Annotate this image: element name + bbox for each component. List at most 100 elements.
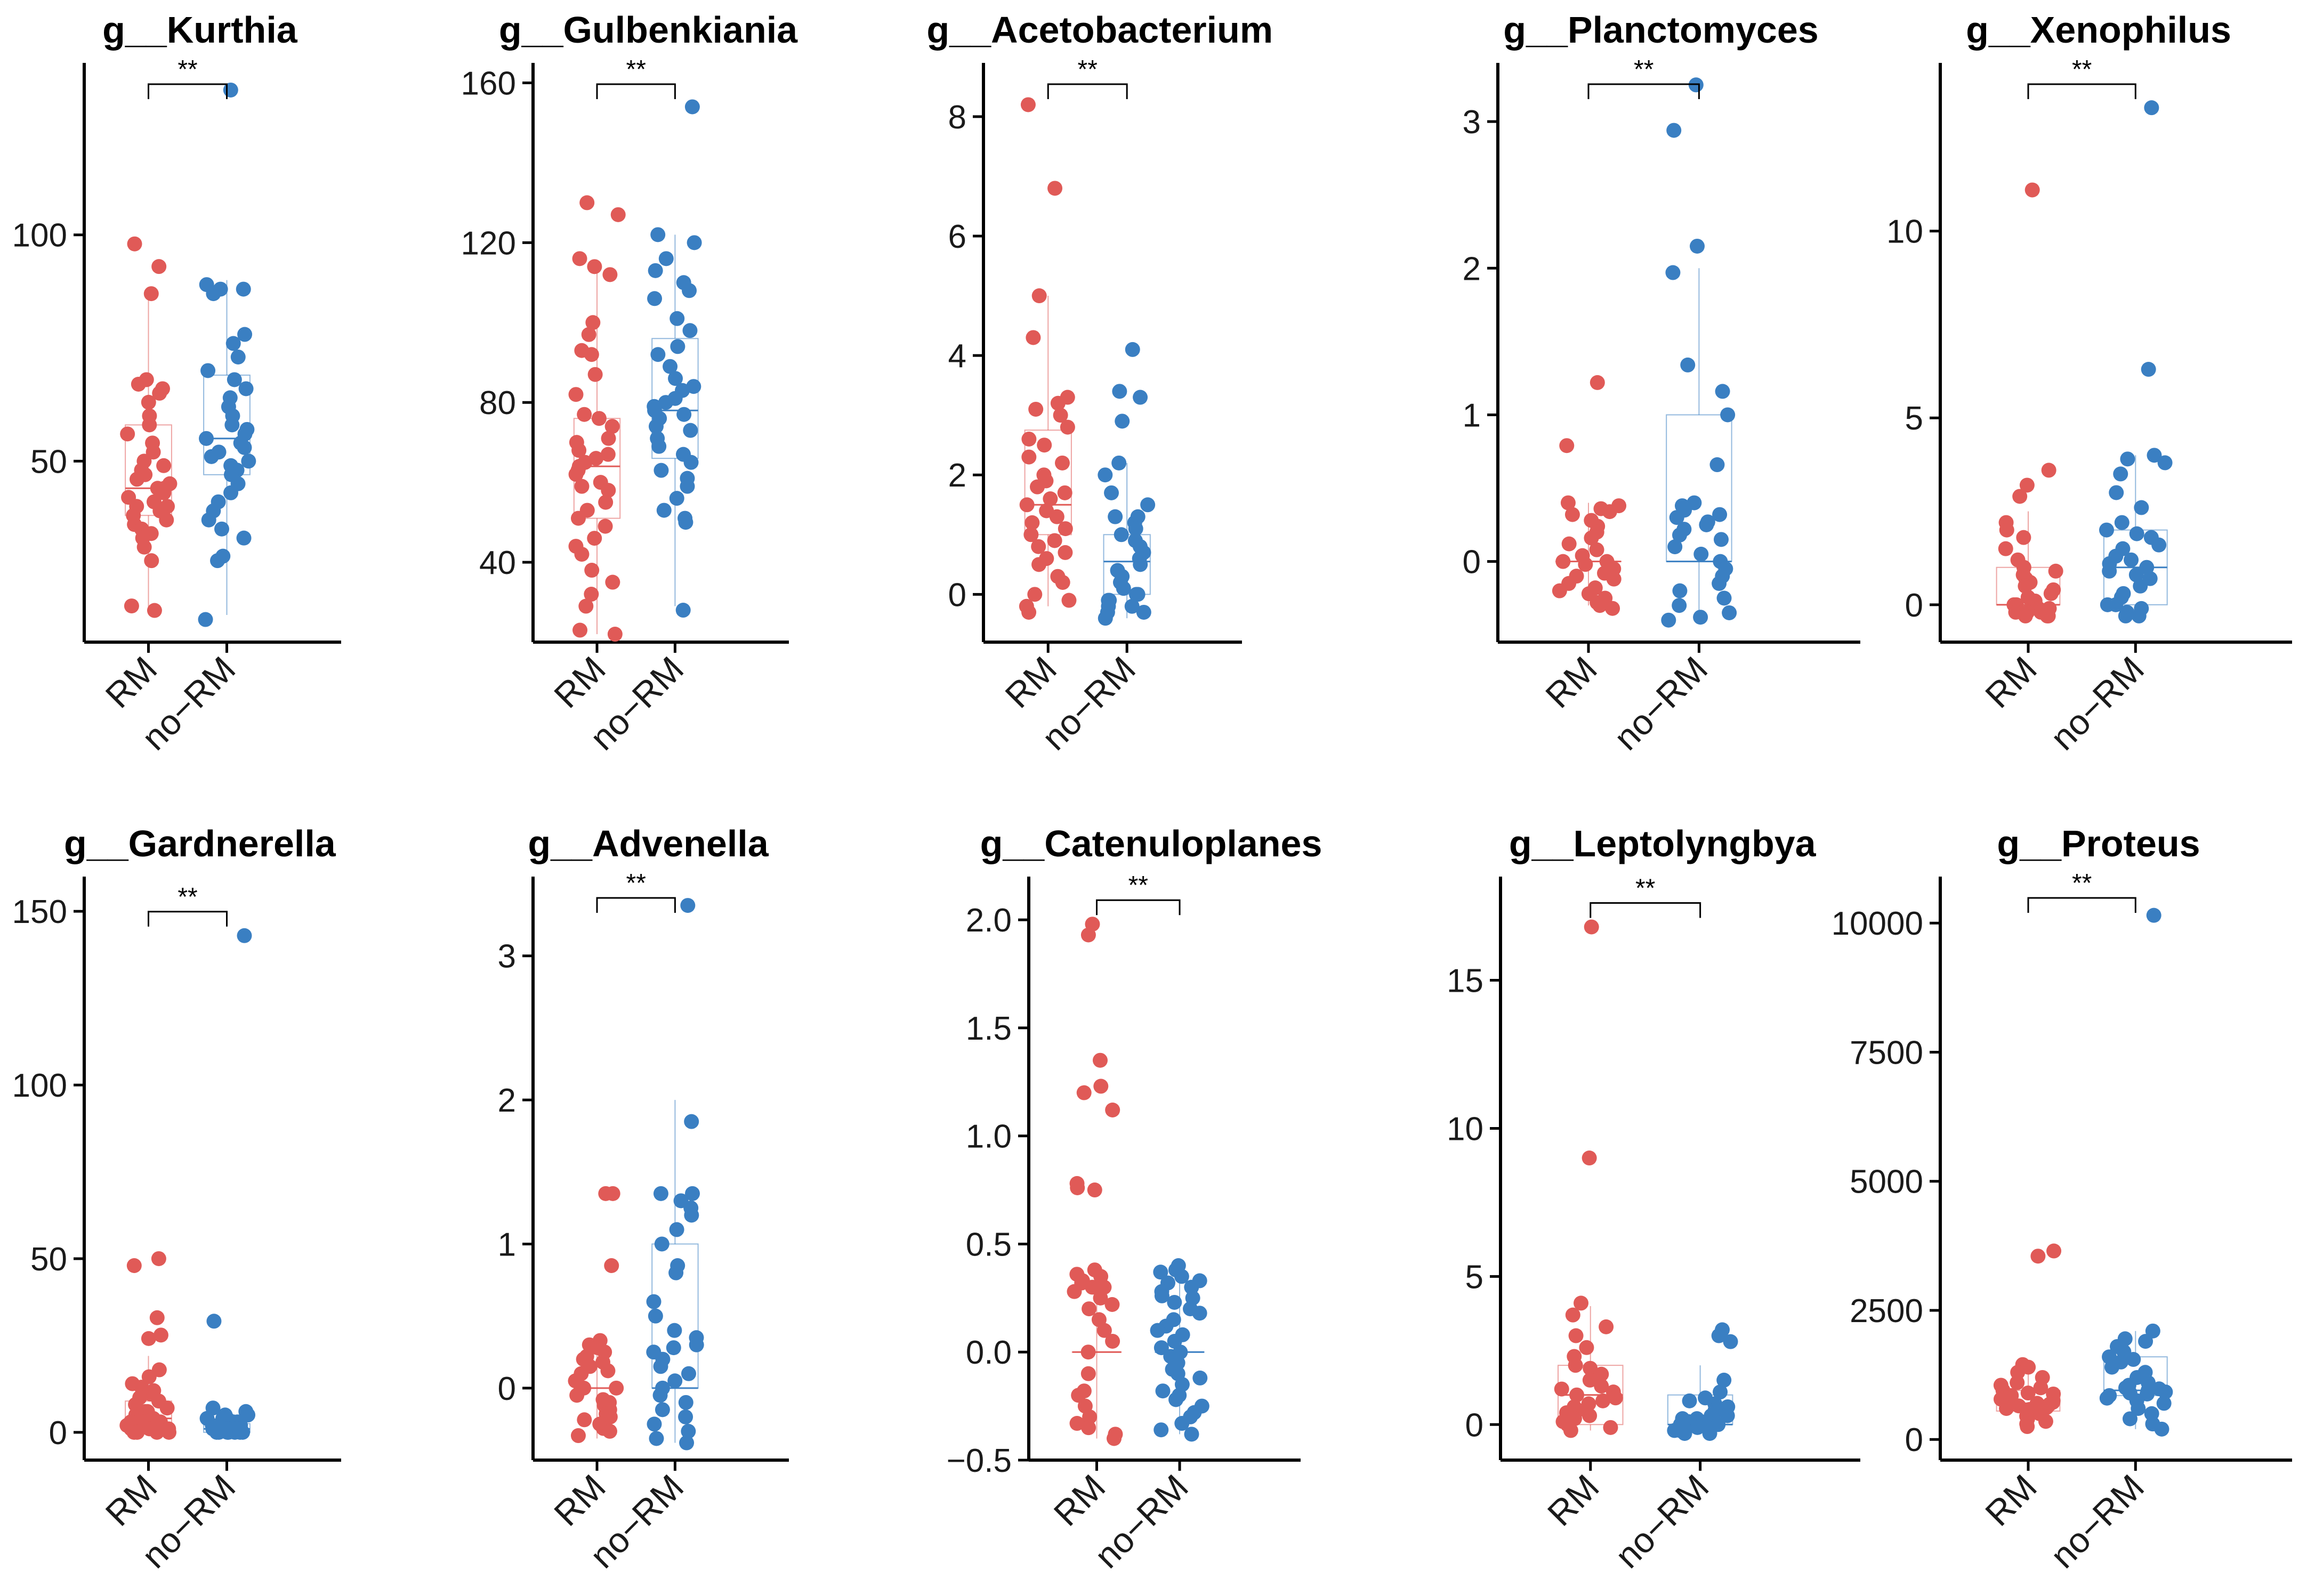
data-point — [1050, 395, 1066, 411]
data-point — [224, 417, 240, 433]
data-point — [1130, 587, 1146, 602]
data-point — [2156, 1396, 2172, 1411]
data-point — [602, 1423, 617, 1439]
data-point — [646, 1294, 662, 1309]
data-point — [1061, 593, 1077, 608]
data-point — [654, 463, 669, 478]
data-point — [1037, 438, 1052, 453]
data-point — [1699, 517, 1714, 532]
data-point — [684, 1114, 699, 1129]
data-point — [1025, 515, 1040, 530]
data-point — [240, 1407, 256, 1423]
x-tick-label: RM — [98, 649, 164, 716]
data-point — [601, 431, 616, 446]
data-point — [2030, 1249, 2046, 1264]
data-point — [584, 587, 599, 602]
y-tick-label: 15 — [1447, 963, 1483, 1000]
y-tick-label: 150 — [12, 894, 67, 930]
data-point — [1999, 1401, 2014, 1416]
data-point — [607, 627, 623, 642]
data-point — [1561, 536, 1577, 552]
y-tick-label: 10000 — [1832, 905, 1923, 942]
data-point — [587, 531, 602, 546]
data-point — [681, 1366, 696, 1381]
data-point — [1023, 527, 1039, 542]
data-point — [230, 349, 246, 364]
data-point — [682, 323, 698, 338]
data-point — [1582, 1151, 1597, 1166]
data-point — [146, 444, 161, 460]
data-point — [1080, 1366, 1096, 1381]
y-tick-label: 80 — [479, 385, 516, 422]
data-point — [1070, 1180, 1085, 1195]
data-point — [669, 491, 684, 506]
data-point — [1027, 587, 1043, 602]
data-point — [2040, 608, 2056, 623]
data-point — [678, 1395, 693, 1410]
data-point — [569, 1388, 585, 1403]
y-tick-label: 6 — [948, 218, 966, 255]
data-point — [1031, 557, 1047, 572]
data-point — [1080, 927, 1096, 943]
data-point — [2109, 485, 2124, 500]
data-point — [570, 1428, 586, 1444]
data-point — [2104, 1359, 2120, 1375]
data-point — [1098, 467, 1113, 483]
data-point — [668, 1265, 684, 1281]
y-tick-label: 0.0 — [966, 1334, 1012, 1371]
y-tick-label: 1.0 — [966, 1119, 1012, 1155]
data-point — [201, 512, 216, 528]
y-tick-label: 0 — [1905, 1422, 1923, 1459]
data-point — [2024, 182, 2040, 198]
data-point — [1093, 1079, 1109, 1094]
significance-bracket — [596, 83, 676, 99]
data-point — [652, 1388, 668, 1403]
data-point — [574, 547, 590, 562]
data-point — [2041, 463, 2056, 478]
significance-label: ** — [178, 55, 197, 84]
y-tick-label: 0 — [49, 1415, 67, 1452]
data-point — [1136, 604, 1151, 620]
data-point — [666, 1340, 681, 1356]
data-point — [2099, 1390, 2115, 1406]
significance-bracket — [148, 911, 228, 927]
data-point — [130, 472, 145, 487]
significance-bracket — [2027, 897, 2136, 913]
data-point — [2016, 530, 2031, 545]
data-point — [142, 417, 157, 433]
significance-bracket — [1587, 83, 1700, 99]
data-point — [1595, 1393, 1611, 1408]
data-point — [2018, 608, 2033, 623]
data-point — [151, 259, 167, 274]
data-point — [1720, 407, 1736, 423]
y-tick-label: 50 — [30, 443, 67, 480]
data-point — [141, 394, 156, 410]
data-point — [1053, 408, 1068, 423]
data-point — [149, 1310, 165, 1325]
data-point — [237, 327, 253, 342]
y-tick-label: 5 — [1905, 400, 1923, 437]
data-point — [214, 521, 230, 537]
data-point — [1030, 479, 1045, 495]
significance-label: ** — [1635, 874, 1655, 902]
data-point — [161, 1424, 176, 1440]
data-point — [1021, 431, 1037, 447]
data-point — [1584, 919, 1599, 935]
data-point — [1560, 495, 1576, 511]
data-point — [669, 311, 685, 326]
chart-panel: g__Planctomyces 0 1 2 3 RM no−RM ** — [1463, 9, 1860, 758]
data-point — [1058, 521, 1073, 537]
data-point — [577, 1412, 592, 1428]
panel-title: g__Proteus — [1997, 823, 2200, 864]
y-tick-label: 0 — [948, 577, 966, 613]
data-point — [667, 1373, 683, 1389]
data-point — [1096, 1323, 1112, 1338]
data-point — [584, 347, 599, 362]
y-tick-label: 100 — [12, 1067, 67, 1104]
data-point — [2018, 578, 2033, 594]
x-tick-label: RM — [1978, 1467, 2044, 1534]
data-point — [2019, 477, 2035, 493]
data-point — [1999, 522, 2014, 538]
data-point — [647, 1416, 662, 1432]
data-point — [1082, 1301, 1097, 1317]
